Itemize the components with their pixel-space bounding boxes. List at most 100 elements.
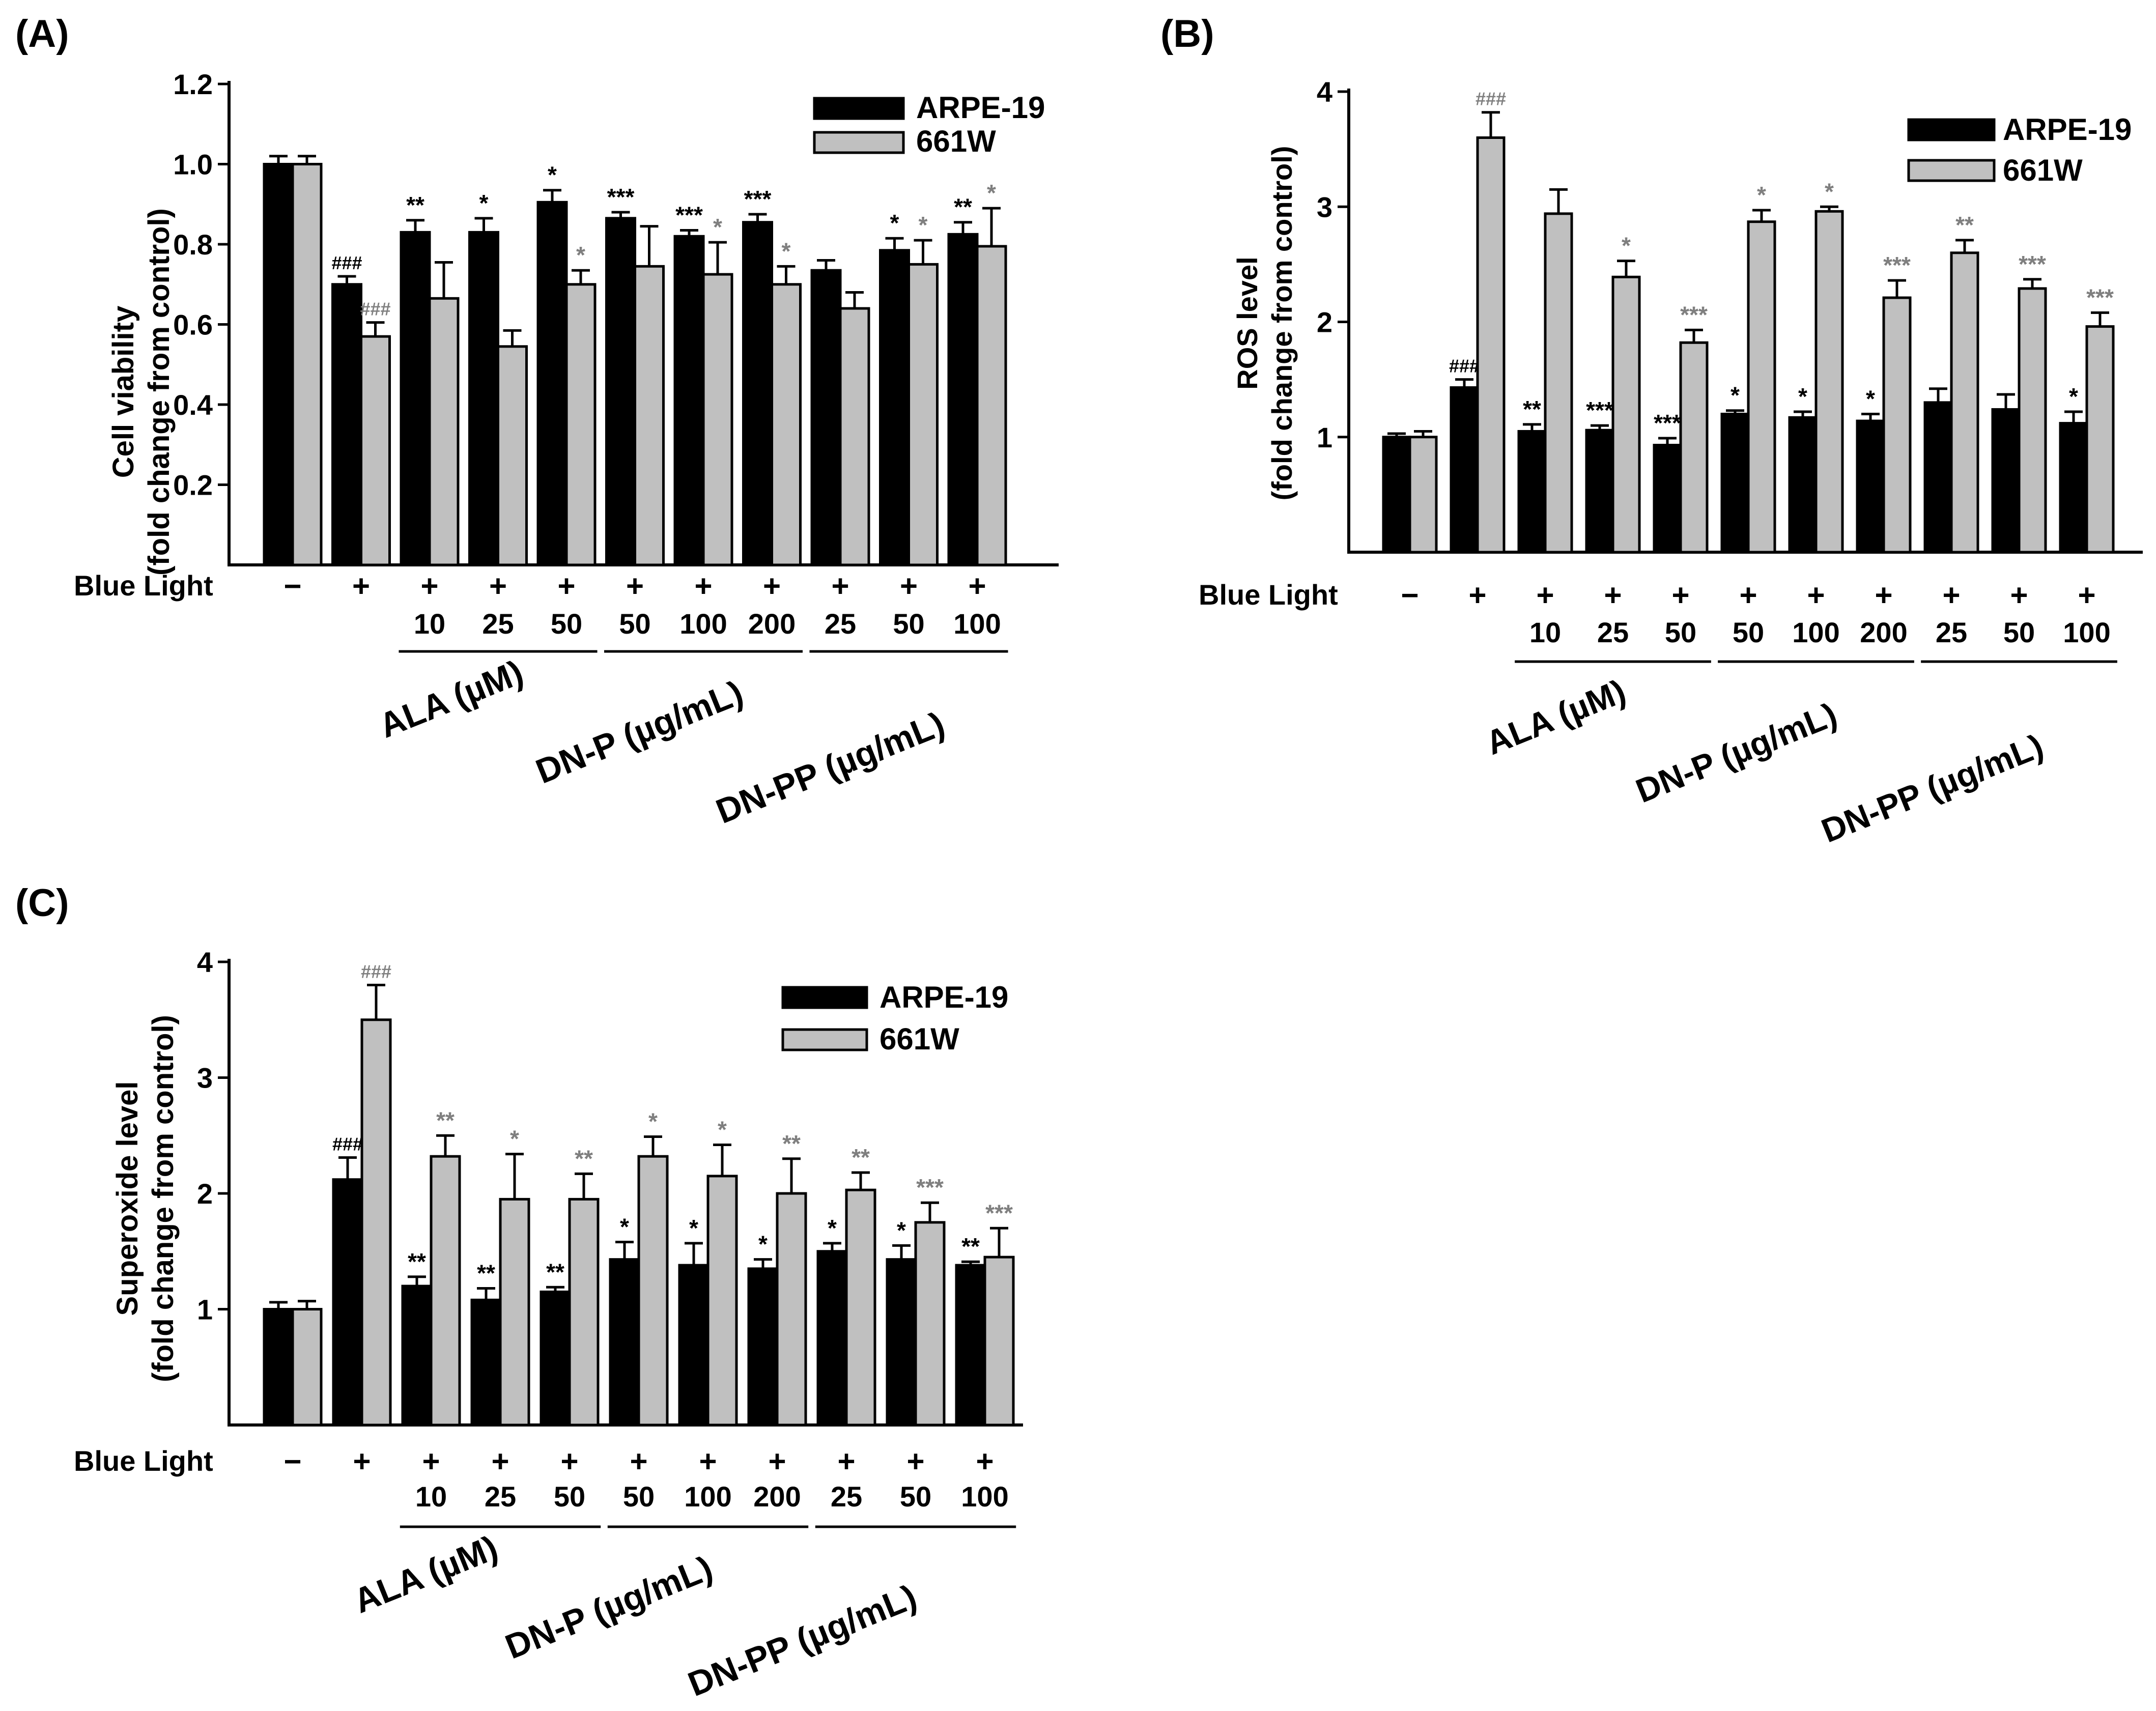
panel-c-concentration-label: 25 — [485, 1480, 516, 1513]
panel-a-blue-light-sign: + — [626, 569, 644, 603]
panel-c-significance-661w: * — [510, 1126, 519, 1152]
panel-a-blue-light-sign: + — [900, 569, 918, 603]
panel-a-significance-661w: * — [576, 242, 585, 268]
panel-b-significance-661w: * — [1825, 178, 1834, 205]
panel-a-legend-661w: 661W — [916, 124, 996, 158]
panel-b-significance-arpe19: ** — [1523, 396, 1541, 422]
panel-b-legend: ARPE-19 661W — [1907, 112, 2132, 187]
panel-b-ylabel-line1: ROS level — [1231, 256, 1263, 389]
panel-b-significance-661w: *** — [2086, 284, 2114, 310]
panel-a-y-tick-label: 0.2 — [173, 469, 213, 501]
panel-c-blue-light-sign: + — [422, 1444, 440, 1478]
panel-a-bar-arpe19 — [810, 269, 842, 566]
panel-c-bar-661w — [983, 1256, 1015, 1427]
panel-a-ylabel-line2: (fold change from control) — [143, 208, 176, 576]
panel-c-bar-661w — [845, 1188, 876, 1427]
panel-b-bar-arpe19 — [1991, 408, 2021, 554]
panel-a-significance-arpe19: * — [890, 210, 899, 236]
panel-b-blue-light-sign: + — [1604, 578, 1622, 612]
panel-a-concentration-label: 100 — [953, 608, 1001, 640]
panel-b-significance-arpe19: ### — [1449, 356, 1480, 377]
panel-c-blue-light-sign: + — [630, 1444, 647, 1478]
panel-c-legend-661w: 661W — [880, 1022, 959, 1056]
panel-a-significance-arpe19: ** — [954, 194, 972, 220]
panel-a-blue-light-sign: + — [694, 569, 712, 603]
panel-b-legend-661w: 661W — [2003, 153, 2083, 187]
panel-a-concentration-label: 25 — [482, 608, 514, 640]
panel-b-bar-arpe19 — [1653, 444, 1682, 554]
panel-c-legend-swatch-661w — [781, 1028, 868, 1051]
panel-a-concentration-label: 50 — [619, 608, 650, 640]
panel-a-bar-661w — [291, 163, 323, 566]
panel-c-blue-light-sign: + — [491, 1444, 509, 1478]
panel-a-bar-arpe19 — [605, 217, 636, 566]
panel-a-y-tick-label: 1.2 — [173, 68, 213, 100]
panel-a-concentration-label: 10 — [414, 608, 445, 640]
panel-b-blue-light-sign: + — [1942, 578, 1960, 612]
panel-b-bar-arpe19 — [1517, 430, 1547, 554]
panel-b-blue-light-label: Blue Light — [1199, 579, 1338, 611]
panel-c-blue-light-sign: + — [353, 1444, 371, 1478]
panel-a-label: (A) — [15, 12, 69, 55]
panel-a-significance-661w: * — [987, 180, 996, 206]
panel-b-y-tick-label: 4 — [1317, 76, 1332, 108]
panel-a-legend: ARPE-19 661W — [813, 91, 1045, 158]
panel-a-blue-light-sign: + — [352, 569, 370, 603]
panel-b-bar-661w — [2018, 287, 2047, 554]
panel-c-blue-light-sign: + — [906, 1444, 924, 1478]
panel-a-bar-arpe19 — [947, 233, 979, 566]
panel-a-significance-arpe19: ### — [331, 252, 362, 273]
panel-a-bar-arpe19 — [673, 235, 705, 566]
panel-c-significance-661w: *** — [985, 1200, 1013, 1226]
panel-c-concentration-label: 10 — [415, 1480, 447, 1513]
panel-a-blue-light-label: Blue Light — [74, 569, 213, 602]
panel-c-significance-arpe19: ### — [332, 1133, 363, 1154]
panel-a-concentration-label: 200 — [748, 608, 796, 640]
panel-c-y-tick-label: 1 — [197, 1294, 213, 1326]
panel-c-y-tick-label: 3 — [197, 1062, 213, 1094]
panel-a-bar-661w — [771, 283, 802, 566]
panel-a-blue-light-sign: + — [763, 569, 781, 603]
panel-a-blue-light-sign: + — [968, 569, 986, 603]
panel-b-bar-arpe19 — [1720, 413, 1750, 554]
panel-a-significance-arpe19: * — [479, 190, 489, 216]
panel-a-bar-661w — [634, 265, 665, 566]
panel-a-significance-arpe19: *** — [744, 186, 772, 212]
panel-a-bar-661w — [360, 335, 391, 566]
panel-c-bar-arpe19 — [401, 1285, 433, 1427]
panel-a-y-tick-label: 0.6 — [173, 309, 213, 341]
panel-c-blue-light-label: Blue Light — [74, 1445, 213, 1477]
panel-b-ylabel: ROS level (fold change from control) — [1231, 146, 1298, 501]
panel-c-label: (C) — [15, 881, 69, 925]
panel-c-significance-arpe19: * — [620, 1214, 629, 1240]
panel-b-label: (B) — [1160, 12, 1214, 55]
panel-a-bar-661w — [565, 283, 597, 566]
panel-b-blue-light-sign: + — [1468, 578, 1486, 612]
panel-a-significance-arpe19: ** — [406, 192, 424, 218]
panel-c-concentration-label: 50 — [554, 1480, 585, 1513]
panel-c-significance-arpe19: ** — [408, 1248, 426, 1275]
panel-a-bar-661w — [907, 263, 939, 566]
panel-b-concentration-label: 50 — [2003, 616, 2035, 648]
panel-a-significance-arpe19: *** — [607, 184, 635, 210]
panel-c-bar-661w — [499, 1197, 530, 1427]
panel-b-plot: 1234−######+**+10****+25******+50**+50**… — [1317, 76, 2143, 663]
panel-a-concentration-label: 50 — [551, 608, 582, 640]
panel-b-y-tick-label: 2 — [1317, 306, 1332, 338]
panel-a-significance-arpe19: *** — [675, 202, 703, 228]
panel-c-bar-arpe19 — [332, 1178, 363, 1427]
panel-c-bar-arpe19 — [678, 1264, 710, 1427]
panel-c-significance-arpe19: ** — [546, 1259, 564, 1285]
panel-a-bar-661w — [428, 297, 460, 566]
panel-b-bar-661w — [1814, 210, 1844, 554]
panel-a-significance-661w: * — [919, 212, 928, 238]
panel-c-significance-arpe19: * — [828, 1215, 837, 1241]
panel-b-legend-arpe19: ARPE-19 — [2003, 112, 2132, 147]
panel-a-bar-arpe19 — [400, 231, 431, 566]
panel-c-bar-arpe19 — [747, 1267, 779, 1427]
panel-c-bar-661w — [776, 1192, 807, 1427]
panel-b: (B) ROS level (fold change from control)… — [1160, 12, 2143, 850]
panel-c-significance-arpe19: ** — [477, 1260, 495, 1287]
